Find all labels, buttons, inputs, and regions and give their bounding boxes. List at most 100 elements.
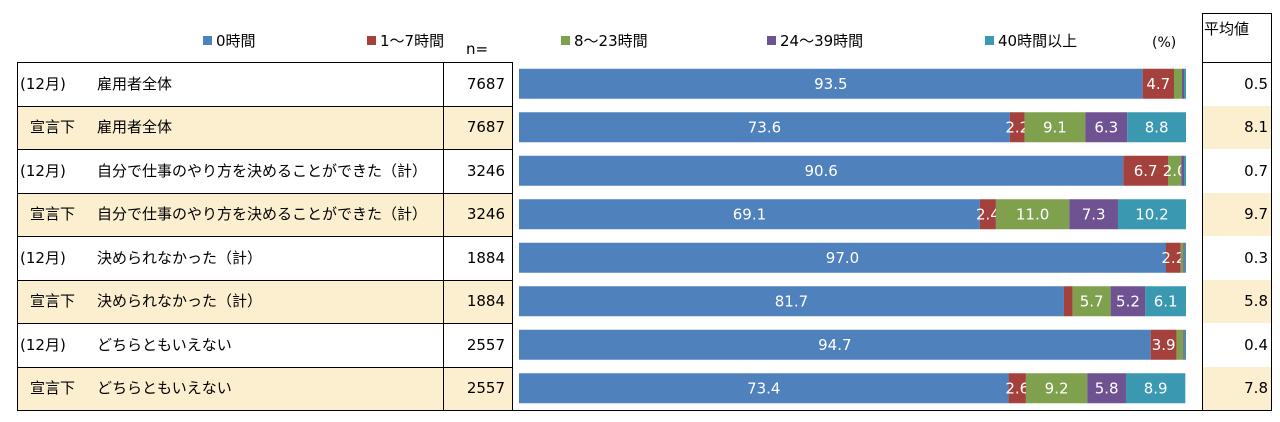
n-label: n= <box>466 40 489 58</box>
bar-segment-3 <box>1183 242 1185 273</box>
bar-data-label: 2.2 <box>1005 118 1029 136</box>
bar-data-label: 5.2 <box>1116 292 1140 310</box>
bar-data-label: 2.6 <box>1005 379 1029 397</box>
bar-data-label: 2.2 <box>1161 249 1185 267</box>
legend-item-4: 40時間以上 <box>985 31 1077 51</box>
legend-label-2: 8～23時間 <box>574 32 648 50</box>
row-average-value: 0.7 <box>1244 161 1268 180</box>
legend-swatch-2 <box>561 36 570 45</box>
grid-line <box>512 62 513 411</box>
bar-data-label: 90.6 <box>804 162 837 180</box>
average-highlight <box>1202 279 1271 323</box>
row-average-value: 0.5 <box>1244 74 1268 93</box>
grid-line <box>1202 62 1272 63</box>
row-group-label: 自分で仕事のやり方を決めることができた（計） <box>97 161 428 180</box>
legend-swatch-3 <box>767 36 776 45</box>
legend-label-0: 0時間 <box>216 32 256 50</box>
row-group-label: 雇用者全体 <box>97 118 173 137</box>
bar-data-label: 73.6 <box>748 118 781 136</box>
row-average-value: 7.8 <box>1244 379 1268 398</box>
grid-line <box>17 62 18 411</box>
bar-data-label: 8.8 <box>1145 118 1169 136</box>
row-n-value: 7687 <box>466 74 505 93</box>
row-group-label: どちらともいえない <box>97 379 232 398</box>
legend-swatch-4 <box>985 36 994 45</box>
bar-segment-0 <box>519 199 980 230</box>
bar-segment-4 <box>1127 112 1186 143</box>
grid-line <box>1271 13 1272 411</box>
bar-segment-3 <box>1183 329 1185 360</box>
row-period-label: 宣言下 <box>30 292 76 311</box>
bar-data-label: 81.7 <box>775 292 808 310</box>
average-highlight <box>1202 366 1271 410</box>
bar-data-label: 5.8 <box>1095 379 1119 397</box>
bar-segment-0 <box>519 286 1064 317</box>
bar-segment-3 <box>1087 373 1126 404</box>
row-n-value: 1884 <box>466 248 505 267</box>
row-group-label: 決められなかった（計） <box>97 248 263 267</box>
bar-data-label: 2.4 <box>976 205 1000 223</box>
bar-segment-2 <box>1167 155 1182 186</box>
row-highlight <box>17 366 512 410</box>
bar-data-label: 93.5 <box>814 75 847 93</box>
grid-line <box>17 193 513 194</box>
bar-data-label: 9.1 <box>1043 118 1067 136</box>
row-average-value: 0.3 <box>1244 248 1268 267</box>
bar-segment-4 <box>1145 286 1186 317</box>
bar-segment-4 <box>1117 199 1186 230</box>
bar-segment-1 <box>1150 329 1177 360</box>
grid-line <box>17 367 513 368</box>
row-highlight <box>17 105 512 149</box>
grid-line <box>17 149 513 150</box>
bar-segment-1 <box>1009 112 1025 143</box>
bar-data-label: 97.0 <box>826 249 859 267</box>
legend-swatch-0 <box>203 36 212 45</box>
row-group-label: どちらともいえない <box>97 335 232 354</box>
bar-data-label: 3.9 <box>1152 336 1176 354</box>
legend-item-0: 0時間 <box>203 31 256 51</box>
bar-segment-4 <box>1184 329 1186 360</box>
row-highlight <box>17 192 512 236</box>
average-highlight <box>1202 192 1271 236</box>
grid-line <box>17 106 513 107</box>
row-group-label: 雇用者全体 <box>97 74 173 93</box>
bar-data-label: 9.2 <box>1045 379 1069 397</box>
grid-line <box>17 236 513 237</box>
row-average-value: 8.1 <box>1244 118 1268 137</box>
bar-data-label: 5.7 <box>1080 292 1104 310</box>
grid-line <box>17 323 513 324</box>
bar-segment-3 <box>1069 199 1118 230</box>
bar-segment-2 <box>1025 373 1088 404</box>
bar-segment-2 <box>1024 112 1086 143</box>
bar-segment-2 <box>995 199 1070 230</box>
bar-segment-0 <box>519 155 1124 186</box>
bar-segment-0 <box>519 68 1143 99</box>
bar-segment-0 <box>519 242 1166 273</box>
bar-segment-4 <box>1184 155 1186 186</box>
row-period-label: (12月) <box>20 335 66 354</box>
bar-segment-1 <box>1063 286 1073 317</box>
row-average-value: 9.7 <box>1244 205 1268 224</box>
bar-segment-1 <box>1008 373 1026 404</box>
legend-item-1: 1～7時間 <box>367 31 444 51</box>
average-highlight <box>1202 105 1271 149</box>
bar-data-label: 11.0 <box>1016 205 1049 223</box>
row-period-label: 宣言下 <box>30 118 76 137</box>
bar-data-label: 94.7 <box>818 336 851 354</box>
bar-segment-1 <box>979 199 996 230</box>
grid-line <box>17 62 513 63</box>
row-n-value: 3246 <box>466 205 505 224</box>
bar-data-label: 6.7 <box>1134 162 1158 180</box>
row-period-label: 宣言下 <box>30 205 76 224</box>
grid-line <box>443 62 444 411</box>
bar-data-label: 69.1 <box>733 205 766 223</box>
bar-data-label: 10.2 <box>1135 205 1168 223</box>
bar-segment-2 <box>1072 286 1111 317</box>
row-n-value: 2557 <box>466 335 505 354</box>
legend-item-3: 24～39時間 <box>767 31 863 51</box>
bar-segment-2 <box>1180 242 1184 273</box>
bar-segment-3 <box>1181 155 1184 186</box>
bar-data-label: 6.1 <box>1154 292 1178 310</box>
grid-line <box>512 410 1202 411</box>
row-n-value: 1884 <box>466 292 505 311</box>
